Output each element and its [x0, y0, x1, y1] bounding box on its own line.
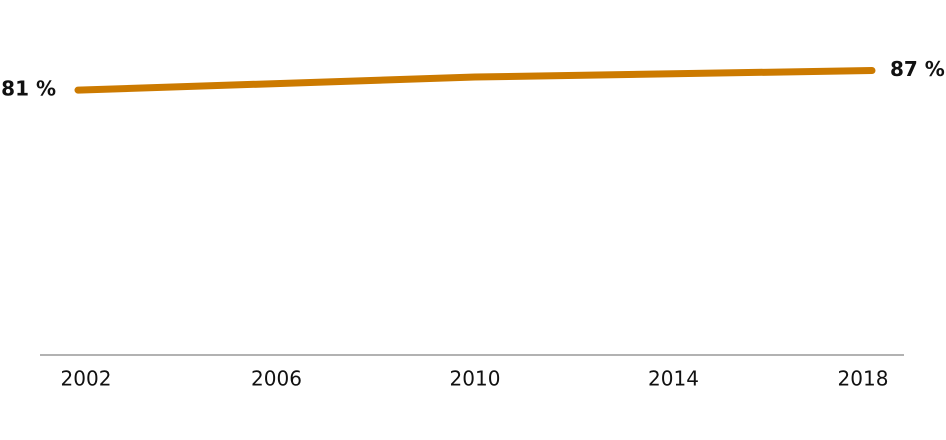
x-tick-label: 2002 [61, 367, 112, 391]
value-label: 81 % [1, 77, 56, 101]
x-tick-label: 2010 [450, 367, 501, 391]
x-tick-label: 2014 [648, 367, 699, 391]
x-tick-label: 2018 [838, 367, 889, 391]
x-tick-label: 2006 [251, 367, 302, 391]
value-label: 87 % [890, 57, 945, 81]
line [74, 67, 876, 94]
